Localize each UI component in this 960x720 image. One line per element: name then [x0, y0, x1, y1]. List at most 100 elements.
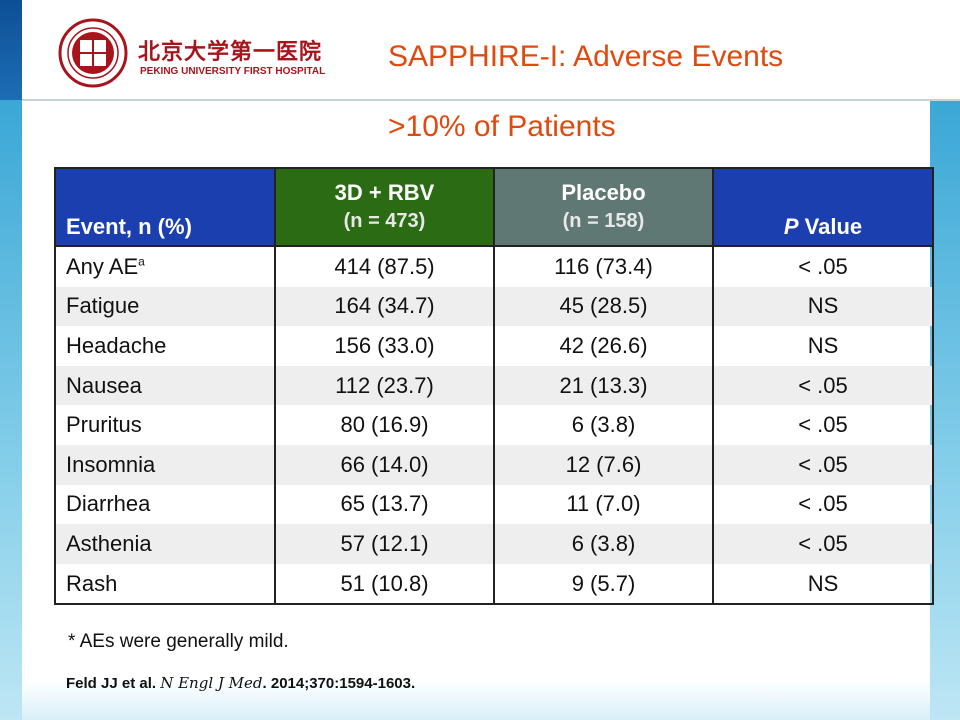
cell-p-value-text: < .05 — [798, 253, 848, 279]
cell-event: Asthenia — [54, 524, 276, 564]
cell-drug: 414 (87.5) — [274, 246, 495, 287]
slide-title: SAPPHIRE-I: Adverse Events — [388, 40, 784, 73]
cell-drug-text: 66 (14.0) — [340, 451, 429, 477]
bottom-gradient — [0, 680, 960, 720]
cell-drug-text: 164 (34.7) — [334, 293, 435, 319]
header-drug-label: 3D + RBV — [334, 180, 435, 205]
cell-event: Diarrhea — [54, 484, 276, 525]
left-gradient-bar — [0, 100, 22, 720]
citation-rest: . 2014;370:1594-1603. — [262, 675, 416, 692]
cell-placebo-text: 6 (3.8) — [571, 412, 636, 438]
cell-p-value: < .05 — [712, 444, 934, 485]
cell-drug-text: 156 (33.0) — [334, 332, 435, 358]
cell-event-text: Fatigue — [66, 293, 140, 319]
cell-drug-text: 112 (23.7) — [335, 372, 434, 398]
cell-p-value-text: NS — [807, 293, 839, 319]
citation-authors: Feld JJ et al. — [66, 675, 161, 692]
cell-p-value: < .05 — [712, 365, 934, 406]
cell-drug: 66 (14.0) — [274, 444, 495, 485]
header-p-rest: Value — [798, 214, 863, 239]
cell-p-value-text: < .05 — [798, 412, 848, 438]
left-accent-bar — [0, 0, 22, 100]
cell-p-value-text: < .05 — [798, 530, 848, 556]
cell-p-value: < .05 — [712, 484, 934, 525]
cell-drug-text: 80 (16.9) — [340, 412, 429, 438]
table-header-row: Event, n (%) 3D + RBV (n = 473) Placebo … — [54, 167, 934, 247]
cell-event-text: Rash — [66, 570, 118, 596]
table-row: Diarrhea 65 (13.7) 11 (7.0) < .05 — [54, 484, 934, 525]
cell-placebo-text: 21 (13.3) — [559, 372, 648, 398]
header-p-value: P Value — [712, 167, 934, 247]
header-drug-n: (n = 473) — [343, 210, 426, 232]
cell-p-value: < .05 — [712, 405, 934, 445]
table-row: Fatigue 164 (34.7) 45 (28.5) NS — [54, 286, 934, 327]
cell-event-text: Insomnia — [66, 451, 156, 477]
header-placebo-n: (n = 158) — [562, 210, 645, 232]
cell-placebo: 12 (7.6) — [493, 444, 714, 485]
cell-placebo: 6 (3.8) — [493, 405, 714, 445]
cell-p-value: < .05 — [712, 246, 934, 287]
right-gradient-bar — [930, 100, 960, 720]
table-row: Nausea 112 (23.7) 21 (13.3) < .05 — [54, 365, 934, 406]
cell-drug: 51 (10.8) — [274, 563, 495, 606]
footnote-marker: a — [138, 254, 145, 269]
cell-event-text: Headache — [66, 332, 167, 358]
table-row: Any AEa 414 (87.5) 116 (73.4) < .05 — [54, 246, 934, 287]
cell-drug: 156 (33.0) — [274, 326, 495, 366]
cell-drug: 164 (34.7) — [274, 286, 495, 327]
cell-placebo: 116 (73.4) — [493, 246, 714, 287]
cell-event: Rash — [54, 563, 276, 606]
table-row: Rash 51 (10.8) 9 (5.7) NS — [54, 563, 934, 606]
cell-placebo-text: 6 (3.8) — [571, 530, 636, 556]
cell-p-value-text: NS — [807, 332, 839, 358]
cell-drug-text: 65 (13.7) — [340, 491, 429, 517]
header-placebo: Placebo (n = 158) — [493, 167, 714, 247]
cell-drug: 57 (12.1) — [274, 524, 495, 564]
cell-p-value-text: < .05 — [798, 491, 848, 517]
cell-placebo: 11 (7.0) — [493, 484, 714, 525]
citation-journal: N Engl J Med — [160, 674, 263, 692]
cell-event: Insomnia — [54, 444, 276, 485]
header-placebo-label: Placebo — [561, 180, 646, 205]
cell-event-text: Nausea — [66, 372, 142, 398]
cell-placebo: 21 (13.3) — [493, 365, 714, 406]
cell-event-text: Diarrhea — [66, 491, 151, 517]
cell-drug-text: 51 (10.8) — [340, 570, 429, 596]
citation: Feld JJ et al. N Engl J Med. 2014;370:15… — [66, 674, 415, 692]
cell-p-value: < .05 — [712, 524, 934, 564]
hospital-seal-icon — [58, 18, 128, 88]
table-row: Pruritus 80 (16.9) 6 (3.8) < .05 — [54, 405, 934, 445]
cell-drug-text: 57 (12.1) — [340, 530, 429, 556]
cell-placebo-text: 9 (5.7) — [571, 570, 636, 596]
header-p-italic: P — [783, 214, 799, 239]
cell-placebo-text: 12 (7.6) — [565, 451, 642, 477]
cell-placebo: 42 (26.6) — [493, 326, 714, 366]
table-row: Asthenia 57 (12.1) 6 (3.8) < .05 — [54, 524, 934, 564]
cell-placebo-text: 45 (28.5) — [559, 293, 648, 319]
cell-placebo-text: 11 (7.0) — [566, 491, 641, 517]
cell-placebo: 9 (5.7) — [493, 563, 714, 606]
cell-p-value: NS — [712, 286, 934, 327]
logo-english-name: PEKING UNIVERSITY FIRST HOSPITAL — [140, 66, 326, 77]
cell-event: Any AEa — [54, 246, 276, 287]
cell-placebo-text: 42 (26.6) — [559, 332, 648, 358]
cell-event-text: Any AE — [66, 253, 139, 279]
table-row: Headache 156 (33.0) 42 (26.6) NS — [54, 326, 934, 366]
slide-subtitle: >10% of Patients — [388, 110, 616, 143]
cell-event-text: Asthenia — [66, 530, 152, 556]
cell-p-value-text: < .05 — [798, 451, 848, 477]
cell-event: Fatigue — [54, 286, 276, 327]
cell-event-text: Pruritus — [66, 412, 142, 438]
cell-placebo: 45 (28.5) — [493, 286, 714, 327]
cell-event: Headache — [54, 326, 276, 366]
cell-drug-text: 414 (87.5) — [334, 253, 435, 279]
adverse-events-table: Event, n (%) 3D + RBV (n = 473) Placebo … — [54, 167, 934, 606]
header-drug: 3D + RBV (n = 473) — [274, 167, 495, 247]
cell-p-value: NS — [712, 326, 934, 366]
cell-event: Nausea — [54, 365, 276, 406]
cell-drug: 80 (16.9) — [274, 405, 495, 445]
cell-placebo-text: 116 (73.4) — [554, 253, 653, 279]
cell-drug: 112 (23.7) — [274, 365, 495, 406]
header-divider — [22, 99, 960, 101]
cell-drug: 65 (13.7) — [274, 484, 495, 525]
